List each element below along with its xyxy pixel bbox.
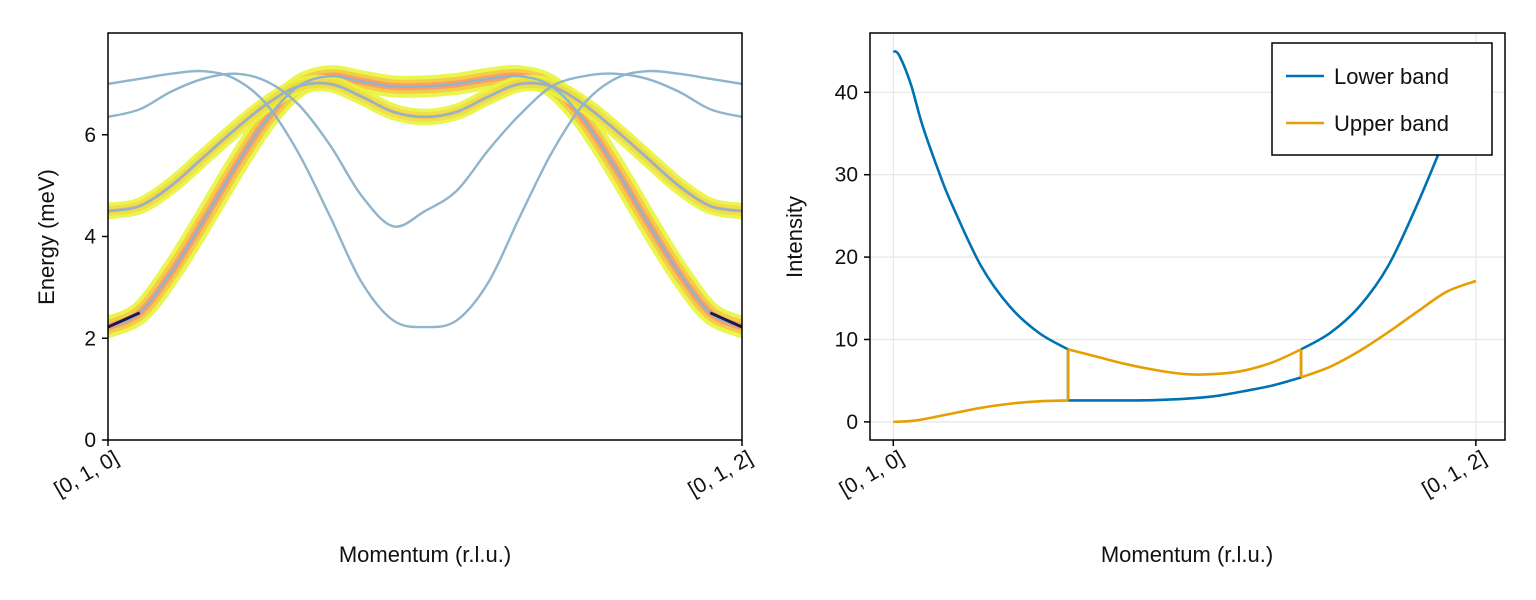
- intensity-plot-area: [892, 49, 1478, 424]
- dispersion-line-2: [108, 72, 742, 228]
- y-tick-label: 6: [84, 124, 96, 147]
- legend-box: [1271, 42, 1493, 156]
- y-tick-label: 10: [835, 328, 858, 351]
- x-tick-label: [0, 1, 2]: [1418, 446, 1490, 501]
- energy-panel: 0 2 4 6 [0, 1, 0] [0, 1, 2] Momentum (r.l.u.…: [34, 32, 757, 567]
- dispersion-line-0: [108, 74, 742, 329]
- dispersion-line-1: [108, 81, 742, 213]
- legend: Lower band Upper band: [1271, 42, 1493, 156]
- intensity-core-0: [108, 311, 141, 329]
- energy-y-axis-label: Energy (meV): [34, 169, 59, 305]
- energy-plot-area: [108, 64, 742, 339]
- intensity-glow-outer-1: [108, 74, 742, 220]
- y-tick-label: 20: [835, 246, 858, 269]
- intensity-y-axis-label: Intensity: [782, 196, 807, 278]
- y-tick-label: 40: [835, 81, 858, 104]
- series-line-upper-band: [893, 279, 1477, 424]
- energy-x-ticks: [0, 1, 0] [0, 1, 2]: [50, 440, 757, 501]
- x-tick-label: [0, 1, 0]: [50, 446, 122, 501]
- y-tick-label: 4: [84, 226, 96, 249]
- intensity-core-1: [709, 311, 742, 329]
- y-tick-label: 2: [84, 327, 96, 350]
- y-tick-label: 30: [835, 164, 858, 187]
- x-tick-label: [0, 1, 0]: [836, 446, 908, 501]
- legend-label-lower-band: Lower band: [1334, 64, 1449, 89]
- x-tick-label: [0, 1, 2]: [684, 446, 756, 501]
- intensity-x-ticks: [0, 1, 0] [0, 1, 2]: [836, 440, 1490, 501]
- energy-y-ticks: 0 2 4 6: [84, 124, 108, 452]
- intensity-panel: 0 10 20 30 40 [0, 1, 0] [0, 1, 2] Momentum (r…: [782, 32, 1506, 567]
- intensity-plot-frame: [869, 32, 1506, 441]
- y-tick-label: 0: [846, 411, 858, 434]
- intensity-y-ticks: 0 10 20 30 40: [835, 81, 870, 434]
- y-tick-label: 0: [84, 429, 96, 452]
- dispersion-line-3: [108, 69, 742, 329]
- legend-label-upper-band: Upper band: [1334, 111, 1449, 136]
- energy-x-axis-label: Momentum (r.l.u.): [339, 542, 511, 567]
- intensity-x-axis-label: Momentum (r.l.u.): [1101, 542, 1273, 567]
